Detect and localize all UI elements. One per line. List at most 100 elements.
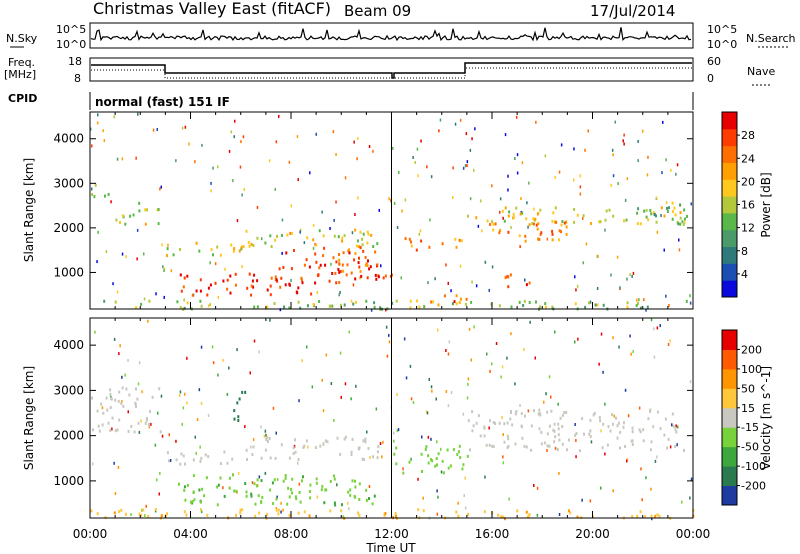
- data-point: [623, 219, 625, 223]
- data-point: [98, 429, 101, 433]
- data-point: [507, 188, 509, 192]
- data-point: [358, 482, 361, 486]
- data-point: [425, 410, 428, 414]
- data-point: [671, 217, 674, 221]
- data-point: [612, 214, 615, 218]
- data-point: [224, 267, 226, 271]
- data-point: [353, 140, 355, 144]
- data-point: [361, 457, 364, 461]
- data-point: [483, 510, 486, 514]
- data-point: [339, 270, 342, 273]
- data-point: [222, 279, 225, 283]
- colorbar-swatch: [722, 229, 737, 248]
- data-point: [355, 244, 358, 248]
- x-tick-label: 08:00: [274, 527, 309, 541]
- data-point: [412, 156, 414, 159]
- data-point: [338, 293, 340, 297]
- data-point: [199, 278, 202, 282]
- data-point: [551, 229, 554, 233]
- data-point: [137, 112, 139, 116]
- y-tick-label: 4000: [53, 338, 84, 352]
- data-point: [622, 139, 624, 143]
- data-point: [186, 401, 188, 405]
- data-point: [178, 393, 181, 397]
- data-point: [475, 216, 478, 220]
- data-point: [138, 430, 141, 434]
- data-point: [409, 306, 412, 310]
- data-point: [417, 477, 419, 481]
- data-point: [292, 446, 295, 450]
- data-point: [656, 326, 659, 330]
- data-point: [662, 120, 664, 124]
- data-point: [650, 318, 653, 322]
- data-point: [656, 455, 658, 459]
- data-point: [408, 460, 411, 464]
- data-point: [484, 475, 486, 479]
- data-point: [636, 222, 639, 226]
- data-point: [546, 237, 549, 241]
- data-point: [297, 178, 299, 182]
- data-point: [584, 148, 586, 152]
- data-point: [619, 430, 622, 434]
- data-point: [386, 354, 389, 358]
- data-point: [353, 258, 356, 262]
- data-point: [90, 127, 92, 131]
- data-point: [437, 303, 440, 307]
- echo-region: [165, 241, 253, 258]
- data-point: [683, 220, 686, 224]
- data-point: [355, 384, 357, 388]
- data-point: [109, 388, 112, 392]
- colorbar-swatch: [722, 407, 737, 428]
- data-point: [358, 498, 361, 501]
- data-point: [333, 501, 336, 505]
- data-point: [138, 361, 141, 365]
- data-point: [335, 153, 337, 156]
- data-point: [124, 222, 127, 226]
- data-point: [332, 256, 335, 260]
- data-point: [111, 416, 114, 420]
- data-point: [600, 429, 602, 433]
- data-point: [403, 337, 406, 341]
- data-point: [461, 467, 464, 471]
- colorbar-swatch: [722, 128, 737, 147]
- data-point: [370, 233, 373, 237]
- data-point: [668, 304, 670, 307]
- data-point: [471, 410, 474, 414]
- data-point: [368, 145, 371, 148]
- data-point: [250, 445, 252, 449]
- data-point: [363, 458, 365, 461]
- data-point: [617, 182, 619, 186]
- data-point: [579, 174, 581, 178]
- data-point: [343, 437, 346, 441]
- data-point: [179, 248, 181, 251]
- data-point: [135, 404, 137, 408]
- data-point: [290, 231, 293, 235]
- data-point: [463, 494, 465, 497]
- data-point: [557, 427, 560, 431]
- data-point: [369, 265, 372, 269]
- data-point: [250, 242, 253, 246]
- data-point: [546, 444, 549, 448]
- data-point: [388, 333, 390, 337]
- data-point: [351, 479, 354, 483]
- velocity-y-axis: 1000 2000 3000 4000: [53, 318, 694, 518]
- data-point: [315, 243, 318, 247]
- data-point: [114, 300, 117, 304]
- data-point: [148, 422, 151, 426]
- data-point: [618, 345, 620, 349]
- data-point: [663, 248, 665, 252]
- data-point: [392, 146, 394, 150]
- data-point: [350, 299, 353, 303]
- data-point: [184, 462, 186, 466]
- data-point: [674, 428, 677, 432]
- data-point: [272, 406, 275, 410]
- data-point: [206, 513, 209, 517]
- data-point: [240, 247, 243, 251]
- data-point: [515, 410, 518, 413]
- data-point: [650, 514, 653, 518]
- data-point: [654, 514, 657, 518]
- data-point: [236, 401, 239, 405]
- data-point: [284, 476, 287, 480]
- data-point: [575, 432, 578, 435]
- data-point: [360, 274, 363, 278]
